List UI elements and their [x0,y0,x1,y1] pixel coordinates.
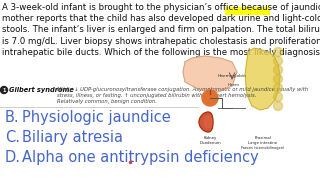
Text: B.: B. [5,110,20,125]
Text: Proximal
Large intestine: Proximal Large intestine [248,136,277,145]
Text: 1: 1 [2,87,6,93]
Circle shape [1,87,7,93]
Text: Faeces (stercobilinogen): Faeces (stercobilinogen) [241,146,284,150]
Text: A 3-week-old infant is brought to the physician’s office because of jaundice. Hi: A 3-week-old infant is brought to the ph… [2,3,320,12]
Circle shape [274,75,283,84]
Text: Biliary atresia: Biliary atresia [22,130,123,145]
Text: mother reports that the child has also developed dark urine and light-colored: mother reports that the child has also d… [2,14,320,23]
Text: Kidney: Kidney [204,136,217,140]
Circle shape [274,48,283,57]
Circle shape [274,84,283,93]
Text: stools. The infant’s liver is enlarged and firm on palpation. The total bilirubi: stools. The infant’s liver is enlarged a… [2,25,320,34]
Circle shape [274,102,283,111]
FancyBboxPatch shape [225,7,270,15]
Circle shape [274,93,283,102]
Circle shape [202,90,218,106]
Text: D.: D. [5,150,21,165]
Polygon shape [204,116,212,128]
Text: Physiologic jaundice: Physiologic jaundice [22,110,171,125]
Text: stress, illness, or fasting. ↑ unconjugated bilirubin without overt hemolysis.: stress, illness, or fasting. ↑ unconjuga… [57,93,256,98]
Text: C.: C. [5,130,20,145]
Circle shape [274,66,283,75]
Polygon shape [183,56,237,92]
Circle shape [274,57,283,66]
Text: Mildly ↓ UDP-glucuronosyltransferase conjugation. Asymptomatic or mild jaundice : Mildly ↓ UDP-glucuronosyltransferase con… [57,87,308,92]
Text: Alpha one antitrypsin deficiency: Alpha one antitrypsin deficiency [22,150,259,165]
Text: is 7.0 mg/dL. Liver biopsy shows intrahepatic cholestasis and proliferation of: is 7.0 mg/dL. Liver biopsy shows intrahe… [2,37,320,46]
Text: Haemoglobin: Haemoglobin [218,74,246,78]
Polygon shape [199,112,213,132]
Polygon shape [245,48,280,110]
Text: Gilbert syndrome: Gilbert syndrome [9,87,74,93]
Text: Relatively common, benign condition.: Relatively common, benign condition. [57,99,157,104]
Text: intrahepatic bile ducts. Which of the following is the most likely diagnosis?: intrahepatic bile ducts. Which of the fo… [2,48,320,57]
Text: Haem: Haem [228,83,240,87]
Text: Duodenum: Duodenum [199,141,221,145]
